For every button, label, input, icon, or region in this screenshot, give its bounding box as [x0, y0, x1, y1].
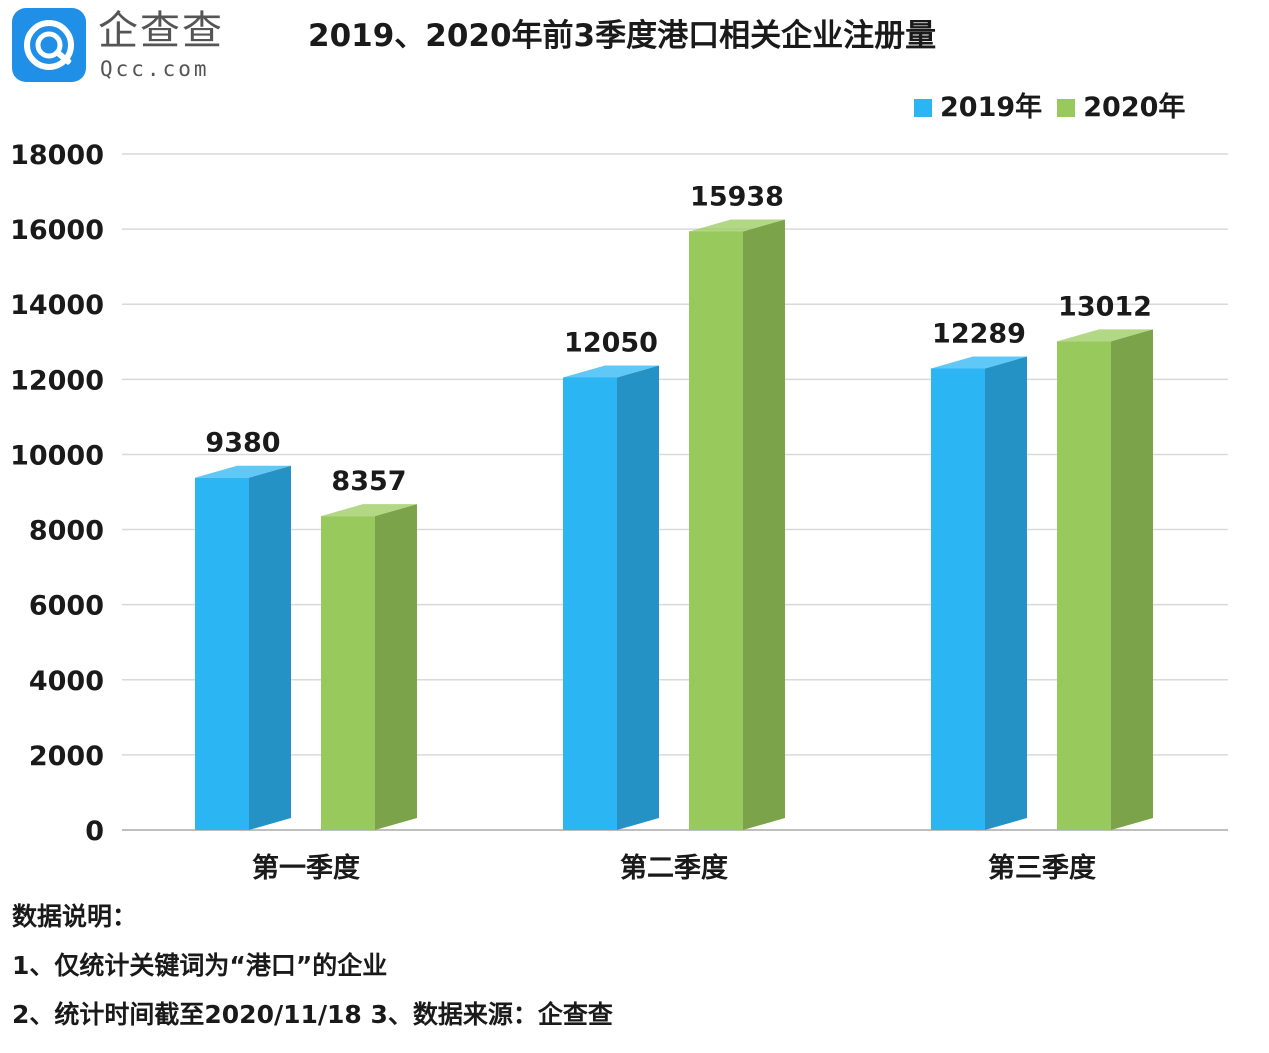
legend-swatch-2020 [1057, 99, 1076, 117]
bar [931, 368, 985, 830]
y-tick-label: 2000 [29, 741, 104, 772]
chart-title: 2019、2020年前3季度港口相关企业注册量 [308, 18, 937, 54]
legend-label-2019: 2019年 [940, 92, 1043, 123]
qcc-logo: 企查查 Qcc.com [12, 6, 242, 84]
legend: 2019年 2020年 [914, 90, 1195, 126]
bar-side [375, 504, 417, 830]
y-tick-label: 18000 [10, 140, 104, 171]
y-tick-label: 6000 [29, 591, 104, 622]
bar-top [563, 365, 659, 378]
bar [1057, 341, 1111, 830]
y-tick-label: 8000 [29, 516, 104, 547]
bar-top [321, 504, 417, 517]
bar-side [617, 365, 659, 830]
bar-side [249, 465, 291, 830]
notes-line-2: 2、统计时间截至2020/11/18 3、数据来源：企查查 [12, 1000, 613, 1029]
y-tick-label: 14000 [10, 290, 104, 321]
data-label: 13012 [1058, 291, 1152, 322]
logo-badge-icon [12, 8, 86, 82]
y-tick-label: 4000 [29, 666, 104, 697]
logo-name: 企查查 [98, 8, 224, 54]
y-tick-label: 0 [85, 816, 104, 847]
bar-top [689, 219, 785, 232]
y-tick-label: 16000 [10, 215, 104, 246]
data-label: 12050 [564, 327, 658, 358]
bar-side [743, 219, 785, 830]
bar [563, 377, 617, 830]
bar [195, 477, 249, 830]
legend-item-2019: 2019年 [914, 90, 1042, 126]
data-label: 9380 [205, 428, 280, 459]
bar [321, 516, 375, 830]
data-label: 12289 [932, 318, 1026, 349]
notes-line-1: 1、仅统计关键词为“港口”的企业 [12, 951, 388, 980]
legend-swatch-2019 [914, 99, 932, 117]
notes-heading: 数据说明： [12, 902, 138, 931]
bar-top [195, 465, 291, 478]
legend-item-2020: 2020年 [1057, 90, 1185, 126]
data-label: 8357 [331, 466, 406, 497]
y-tick-label: 10000 [10, 440, 104, 471]
data-notes: 数据说明： 1、仅统计关键词为“港口”的企业 2、统计时间截至2020/11/1… [12, 892, 613, 1039]
data-label: 15938 [690, 181, 784, 212]
bar [689, 231, 743, 830]
bar-top [931, 356, 1027, 369]
y-tick-label: 12000 [10, 365, 104, 396]
x-tick-label: 第二季度 [620, 852, 728, 884]
legend-label-2020: 2020年 [1083, 92, 1186, 123]
x-tick-label: 第一季度 [252, 852, 360, 884]
logo-domain: Qcc.com [100, 57, 210, 81]
bar-top [1057, 329, 1153, 342]
bar-side [1111, 329, 1153, 830]
x-tick-label: 第三季度 [988, 852, 1096, 884]
bar-side [985, 356, 1027, 830]
